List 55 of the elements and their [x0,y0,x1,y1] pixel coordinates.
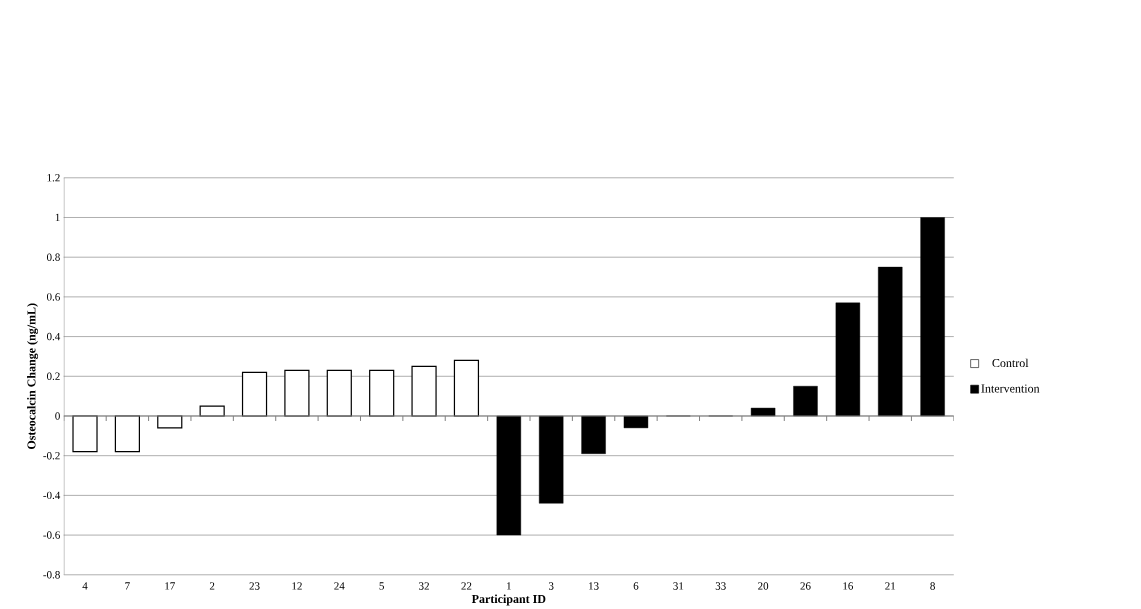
bar [835,302,861,417]
bar [326,369,352,417]
bar [411,365,437,417]
x-tick-label: 17 [165,582,175,590]
x-tick-label: 16 [843,582,854,590]
bar [793,386,818,417]
x-tick-label: 21 [885,582,896,590]
y-tick-label: 0.2 [46,372,60,381]
bar [369,369,395,417]
y-tick-label: 0.4 [46,332,61,341]
bar [453,359,480,417]
x-tick-label: 32 [419,582,429,590]
y-tick-label: 0 [55,412,60,420]
x-tick-label: 31 [673,582,684,590]
bar [581,415,606,455]
y-tick-label: -0.4 [43,491,61,500]
y-tick-label: 1.2 [47,174,60,182]
x-tick-label: 5 [379,582,384,590]
x-tick-label: 13 [589,582,599,590]
y-axis-title: Osteocalcin Change (ng/mL) [27,303,39,450]
x-tick-label: 7 [125,582,130,590]
bar [920,217,945,417]
x-tick-label: 20 [758,582,769,590]
x-tick-label: 3 [548,582,554,590]
bar [496,415,522,536]
bar [750,407,776,417]
y-tick-label: 1 [55,213,60,222]
x-tick-label: 33 [715,582,726,590]
y-tick-label: -0.2 [43,452,60,460]
x-tick-label: 23 [249,582,260,590]
bar [539,415,564,504]
x-tick-label: 8 [930,582,935,590]
x-tick-label: 12 [292,582,302,590]
x-axis-title: Participant ID [471,594,546,606]
bar [114,415,140,453]
x-tick-label: 26 [800,582,811,590]
bar [284,369,310,417]
bar [72,415,98,453]
bar [623,415,649,429]
bar [241,371,268,417]
y-tick-label: -0.8 [43,571,60,579]
bar [878,267,903,417]
x-tick-label: 22 [461,582,472,590]
bar [157,415,183,429]
y-tick-label: 0.6 [46,293,60,301]
x-tick-label: 2 [209,582,215,590]
x-tick-label: 1 [507,582,511,590]
x-tick-label: 6 [633,582,639,590]
legend-label: Intervention [981,384,1040,393]
y-tick-label: 0.8 [46,253,60,262]
y-tick-label: -0.6 [43,531,60,539]
x-tick-label: 24 [334,582,345,590]
legend-label: Control [992,358,1029,368]
bar [199,405,225,417]
x-tick-label: 4 [82,582,88,590]
